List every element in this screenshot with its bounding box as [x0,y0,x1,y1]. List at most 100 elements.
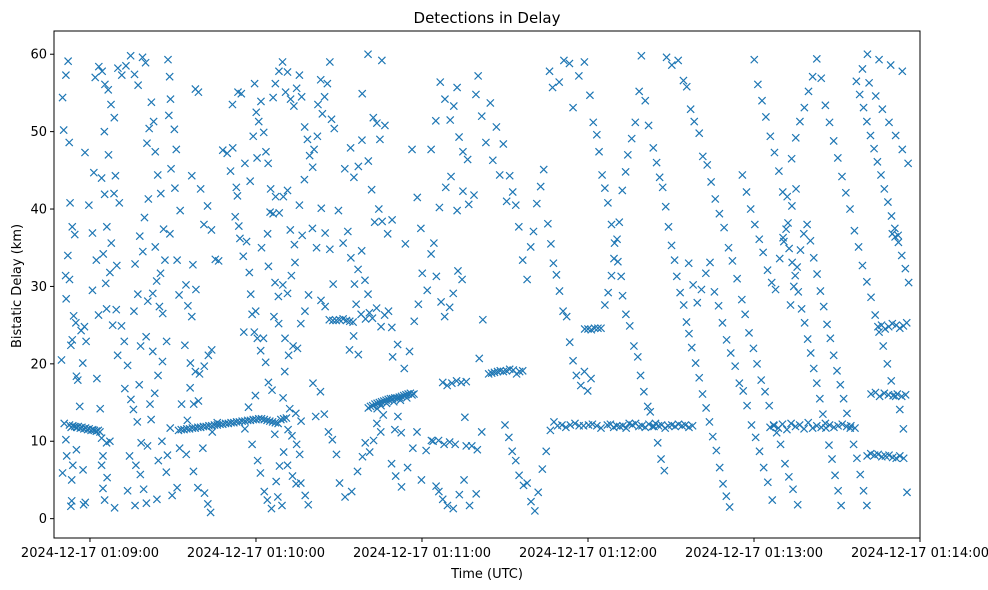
data-point-marker [829,351,838,360]
data-point-marker [374,205,383,214]
data-point-marker [283,461,292,470]
data-point-marker [761,387,770,396]
data-point-marker [80,148,90,157]
data-point-marker [168,491,177,500]
data-point-marker [705,417,714,426]
data-point-marker [904,278,913,287]
data-point-marker [472,489,481,498]
data-point-marker [818,410,827,419]
data-point-marker [792,184,801,193]
data-point-marker [246,290,255,299]
data-point-marker [147,98,156,107]
data-point-marker [845,205,855,214]
data-point-marker [240,159,249,168]
data-point-marker [576,381,585,390]
data-point-marker [281,334,290,343]
data-point-marker [865,78,874,87]
data-point-marker [751,433,760,442]
data-point-marker [131,501,140,510]
data-point-marker [163,55,173,64]
data-point-marker [279,393,288,402]
data-point-marker [325,245,334,254]
data-point-marker [250,328,259,337]
data-point-marker [120,384,129,393]
data-point-marker [469,191,479,200]
data-point-marker [170,125,179,134]
data-point-marker [834,486,843,495]
data-point-marker [203,201,212,210]
data-point-marker [98,484,107,493]
data-point-marker [750,220,759,229]
data-point-marker [279,414,288,423]
data-point-marker [859,486,868,495]
data-point-marker [159,225,168,234]
data-point-marker [100,496,109,505]
data-point-marker [387,323,396,332]
data-point-marker [198,444,207,453]
data-point-marker [291,409,300,418]
data-point-marker [429,239,438,248]
data-point-marker [232,183,241,192]
data-point-marker [475,354,484,363]
data-point-marker [440,95,449,104]
data-point-marker [674,56,683,65]
data-point-marker [235,234,244,243]
data-point-marker [613,235,622,244]
data-point-marker [559,307,568,316]
data-point-marker [166,95,175,104]
data-point-marker [856,470,865,479]
data-point-marker [887,211,896,221]
data-point-marker [427,249,436,258]
data-point-marker [413,193,422,202]
data-point-marker [260,487,269,496]
data-point-marker [414,300,423,309]
data-point-marker [106,100,116,109]
data-markers [57,50,913,517]
data-point-marker [561,423,570,432]
data-point-marker [644,420,653,429]
data-point-marker [186,359,195,368]
data-point-marker [164,111,173,120]
data-point-marker [686,105,695,114]
data-point-marker [301,491,310,500]
data-point-marker [815,394,824,403]
data-point-marker [175,290,184,299]
data-point-marker [849,440,858,449]
data-point-marker [207,225,216,234]
data-point-marker [831,471,840,480]
data-point-marker [427,145,436,154]
data-point-marker [695,373,704,382]
data-point-marker [377,322,386,331]
data-point-marker [129,405,138,414]
x-axis-ticks: 2024-12-17 01:09:00 2024-12-17 01:10:00 20… [21,538,988,561]
data-point-marker [287,431,296,440]
data-point-marker [417,475,426,484]
data-point-marker [514,222,523,231]
data-point-marker [99,249,108,258]
data-point-marker [621,167,630,176]
data-point-marker [858,261,867,270]
data-point-marker [477,112,486,121]
data-point-marker [123,486,132,495]
data-point-marker [486,98,495,108]
data-point-marker [172,145,181,154]
data-point-marker [378,217,387,226]
data-point-marker [279,192,288,201]
data-point-marker [347,487,356,496]
data-point-marker [316,75,325,84]
data-point-marker [297,417,306,426]
data-point-marker [784,218,793,227]
data-point-marker [687,343,696,352]
data-point-marker [797,304,806,313]
data-point-marker [173,483,182,492]
data-point-marker [615,422,624,431]
data-point-marker [737,295,746,304]
data-point-marker [383,229,392,238]
data-point-marker [768,496,777,505]
data-point-marker [57,355,66,364]
data-point-marker [98,67,107,76]
data-point-marker [878,105,887,114]
data-point-marker [891,131,900,140]
data-point-marker [462,377,471,386]
data-point-marker [511,456,520,465]
